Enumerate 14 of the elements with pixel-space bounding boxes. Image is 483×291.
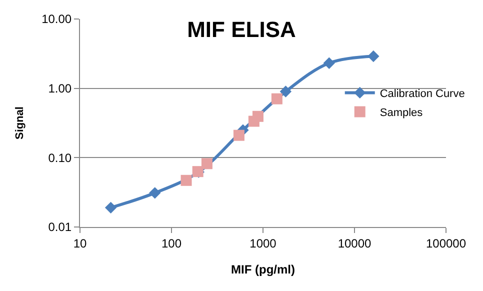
- x-axis-title: MIF (pg/ml): [231, 262, 295, 276]
- y-tick-label: 0.01: [48, 220, 72, 234]
- y-tick-label: 0.10: [48, 150, 72, 165]
- y-tick-label: 10.00: [42, 12, 72, 26]
- y-axis-title: Signal: [14, 106, 26, 140]
- legend-label: Calibration Curve: [380, 88, 465, 100]
- x-tick-label: 10000: [338, 236, 372, 250]
- chart-title: MIF ELISA: [187, 16, 296, 42]
- legend-label: Samples: [380, 106, 424, 119]
- x-tick-label: 10: [73, 236, 87, 250]
- x-tick-label: 1000: [250, 236, 277, 250]
- x-tick-label: 100000: [426, 236, 466, 250]
- y-tick-label: 1.00: [48, 82, 72, 96]
- x-tick-label: 100: [161, 236, 182, 250]
